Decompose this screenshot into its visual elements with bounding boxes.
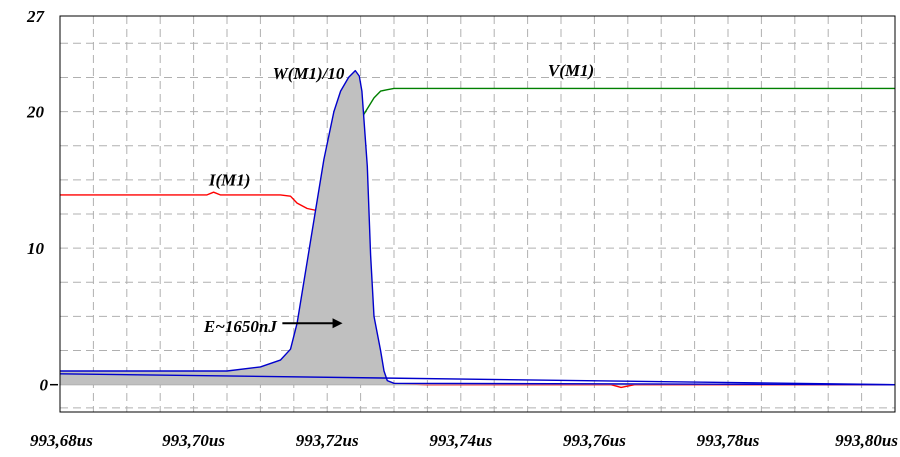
y-tick-label: 10 [27,239,45,258]
series-line-v-m1 [59,87,895,376]
tick-labels: 27 20 10 0 993,68us 993,70us 993,72us 993,74us 9… [26,7,898,450]
y-tick-label: 20 [26,103,45,122]
annotation-label: E~1650nJ [203,317,277,336]
series-line-series-3 [59,373,896,386]
y-tick-label: 27 [26,7,46,26]
series-label: W(M1)/10 [273,64,345,83]
x-tick-label: 993,70us [162,431,225,450]
annotation-arrow-head [332,318,343,329]
series-layer [59,69,896,389]
labels-layer: V(M1) W(M1)/10 I(M1) E~1650nJ [203,61,594,336]
series-label: V(M1) [548,61,594,80]
x-tick-label: 993,76us [563,431,626,450]
grid [60,16,895,412]
series-line-i-m1 [60,191,895,389]
x-tick-label: 993,74us [429,431,492,450]
plot-border [59,15,896,413]
x-tick-label: 993,80us [835,431,898,450]
series-label: I(M1) [208,170,251,189]
series-line-w-m1-10 [60,69,896,386]
x-tick-label: 993,72us [296,431,359,450]
y-tick-label: 0 [40,376,49,395]
x-tick-label: 993,68us [30,431,93,450]
energy-area-w-m1-10 [60,70,895,385]
x-tick-label: 993,78us [697,431,760,450]
plot-frame [59,15,896,413]
